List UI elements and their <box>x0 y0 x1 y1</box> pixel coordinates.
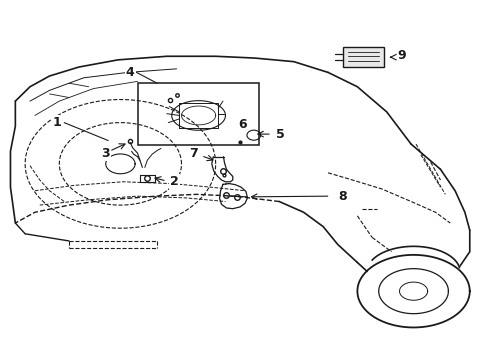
Text: 2: 2 <box>170 175 178 188</box>
Text: 4: 4 <box>126 66 135 79</box>
Text: 8: 8 <box>339 190 347 203</box>
Text: 5: 5 <box>276 127 285 141</box>
Text: 1: 1 <box>52 116 61 129</box>
Text: 9: 9 <box>397 49 406 62</box>
Text: 3: 3 <box>101 147 110 159</box>
Text: 7: 7 <box>189 147 198 159</box>
Polygon shape <box>343 47 384 67</box>
Text: 6: 6 <box>238 118 247 131</box>
